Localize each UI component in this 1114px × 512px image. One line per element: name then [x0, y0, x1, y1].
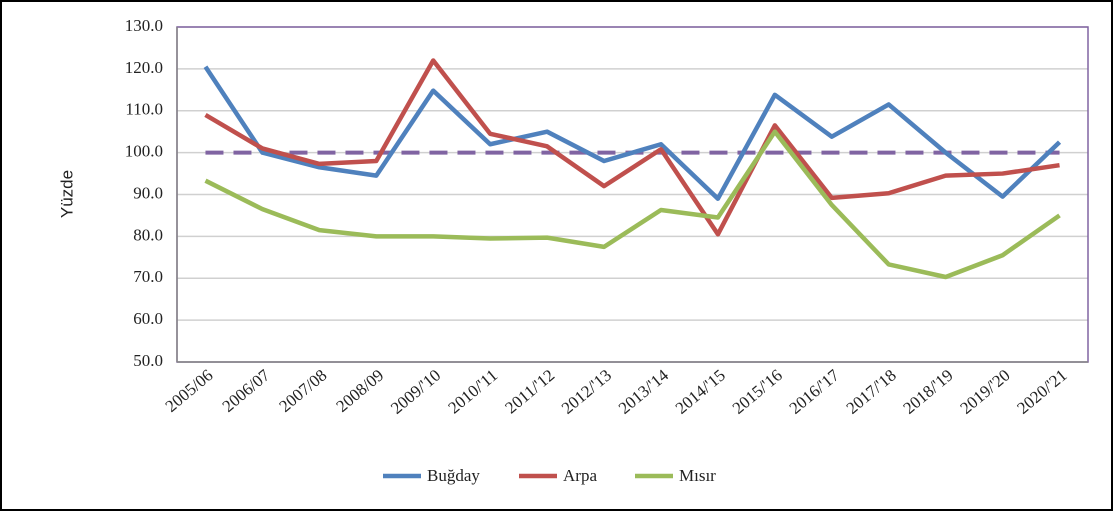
series-line	[203, 65, 1062, 201]
y-tick-label: 130.0	[125, 16, 163, 35]
legend-label: Arpa	[563, 466, 597, 485]
y-tick-label: 100.0	[125, 142, 163, 161]
y-tick-label: 60.0	[133, 309, 163, 328]
y-tick-label: 50.0	[133, 351, 163, 370]
y-tick-label: 110.0	[125, 100, 163, 119]
series-line	[204, 129, 1061, 280]
y-tick-label: 80.0	[133, 225, 163, 244]
y-axis-label: Yüzde	[57, 170, 76, 218]
y-tick-label: 120.0	[125, 58, 163, 77]
y-tick-label: 90.0	[133, 183, 163, 202]
legend-label: Mısır	[679, 466, 716, 485]
series-line	[204, 58, 1060, 237]
legend-label: Buğday	[427, 466, 480, 485]
y-tick-label: 70.0	[133, 267, 163, 286]
